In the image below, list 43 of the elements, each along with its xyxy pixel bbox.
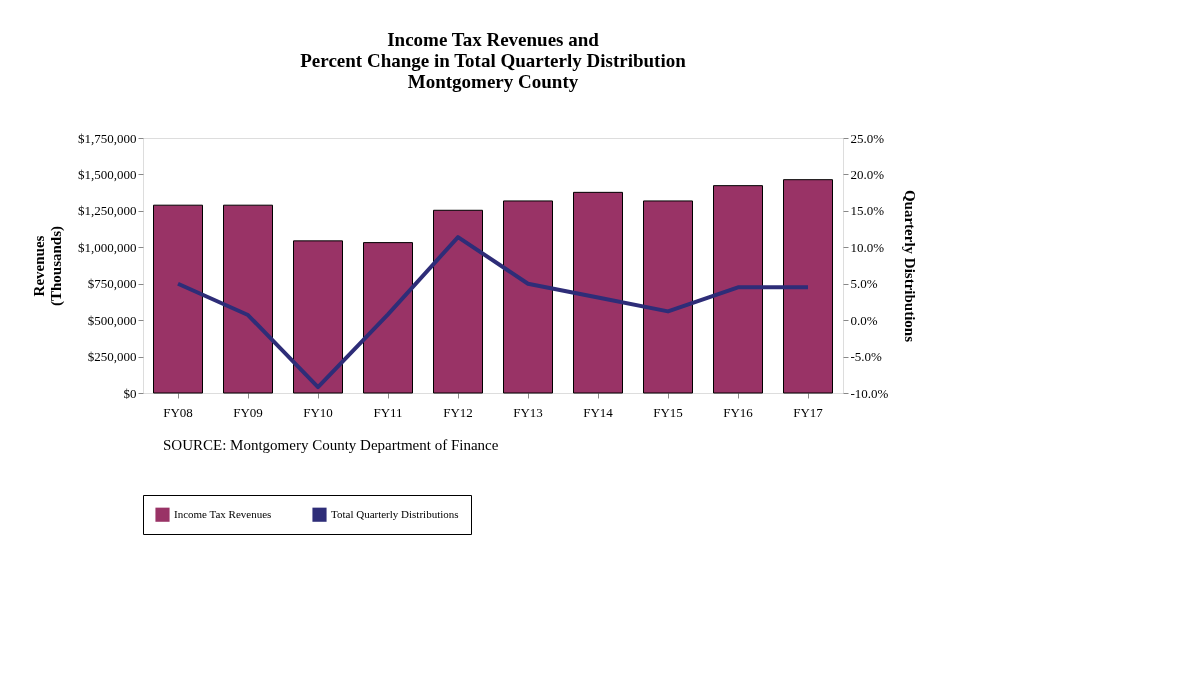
bar [153, 204, 203, 394]
y2-tick-label: 5.0% [850, 276, 878, 292]
x-tick-label: FY15 [653, 404, 683, 420]
x-tick-label: FY11 [373, 404, 403, 420]
legend-label: Total Quarterly Distributions [331, 507, 459, 520]
bar [643, 200, 693, 394]
y-tick-label: $1,500,000 [78, 166, 137, 182]
y-tick-label: $0 [123, 385, 137, 401]
y-tick-label: $500,000 [87, 312, 137, 328]
y-tick-label: $250,000 [87, 349, 137, 365]
bar [573, 191, 623, 394]
x-tick-label: FY12 [443, 404, 473, 420]
y2-tick-label: 0.0% [850, 312, 878, 328]
bar [713, 185, 763, 394]
bar [223, 204, 273, 394]
bar [433, 209, 483, 394]
y2-tick-label: 20.0% [850, 166, 885, 182]
y2-tick-label: 10.0% [850, 239, 885, 255]
y-tick-label: $1,750,000 [78, 130, 137, 146]
bar [783, 179, 833, 394]
legend-label: Income Tax Revenues [174, 507, 272, 520]
x-tick-label: FY09 [233, 404, 263, 420]
line-series [176, 235, 810, 390]
x-tick-label: FY10 [303, 404, 333, 420]
y2-tick-label: 15.0% [850, 203, 885, 219]
y2-axis-title: Quarterly Distributions [902, 189, 919, 343]
y-axis-title: Revenues (Thousands) [31, 225, 65, 307]
y-tick-label: $1,250,000 [78, 203, 137, 219]
y2-tick-label: 25.0% [850, 130, 885, 146]
y2-tick-label: -5.0% [850, 349, 883, 365]
bar [503, 200, 553, 394]
bar [363, 242, 413, 394]
bar [293, 240, 343, 394]
source-note: SOURCE: Montgomery County Department of Finance [163, 437, 499, 453]
x-tick-label: FY14 [583, 404, 614, 420]
x-tick-label: FY17 [793, 404, 824, 420]
x-tick-label: FY08 [163, 404, 193, 420]
x-tick-label: FY13 [513, 404, 543, 420]
y-tick-label: $1,000,000 [78, 239, 137, 255]
x-tick-label: FY16 [723, 404, 754, 420]
y2-tick-label: -10.0% [850, 385, 889, 401]
chart-title: Income Tax Revenues and Percent Change in Total Quarterly Distribution Montgomery County [300, 28, 687, 92]
y-tick-label: $750,000 [87, 276, 137, 292]
